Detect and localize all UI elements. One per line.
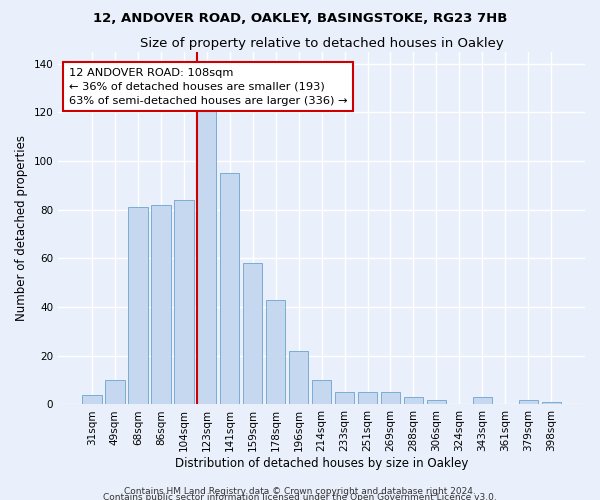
Bar	[427, 400, 446, 404]
Bar	[473, 397, 492, 404]
Bar	[542, 402, 561, 404]
Bar	[151, 205, 170, 404]
Bar	[82, 394, 101, 404]
Bar	[312, 380, 331, 404]
Bar	[358, 392, 377, 404]
Bar	[197, 88, 217, 404]
Text: 12, ANDOVER ROAD, OAKLEY, BASINGSTOKE, RG23 7HB: 12, ANDOVER ROAD, OAKLEY, BASINGSTOKE, R…	[93, 12, 507, 26]
Bar	[128, 208, 148, 404]
Text: 12 ANDOVER ROAD: 108sqm
← 36% of detached houses are smaller (193)
63% of semi-d: 12 ANDOVER ROAD: 108sqm ← 36% of detache…	[69, 68, 347, 106]
Bar	[381, 392, 400, 404]
Text: Contains HM Land Registry data © Crown copyright and database right 2024.: Contains HM Land Registry data © Crown c…	[124, 486, 476, 496]
Bar	[105, 380, 125, 404]
Bar	[243, 264, 262, 404]
Bar	[335, 392, 355, 404]
Bar	[289, 351, 308, 405]
Y-axis label: Number of detached properties: Number of detached properties	[15, 135, 28, 321]
Bar	[266, 300, 286, 405]
Bar	[220, 174, 239, 404]
X-axis label: Distribution of detached houses by size in Oakley: Distribution of detached houses by size …	[175, 457, 468, 470]
Text: Contains public sector information licensed under the Open Government Licence v3: Contains public sector information licen…	[103, 492, 497, 500]
Bar	[518, 400, 538, 404]
Bar	[404, 397, 423, 404]
Title: Size of property relative to detached houses in Oakley: Size of property relative to detached ho…	[140, 38, 503, 51]
Bar	[174, 200, 194, 404]
